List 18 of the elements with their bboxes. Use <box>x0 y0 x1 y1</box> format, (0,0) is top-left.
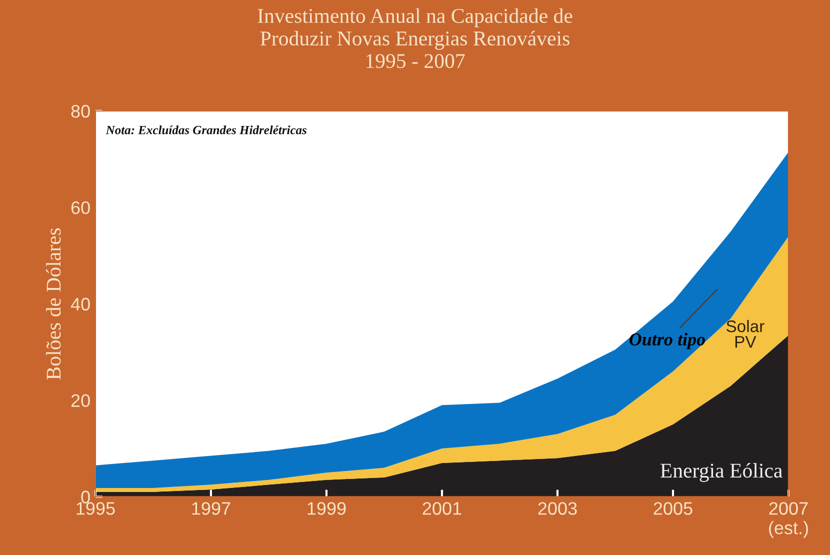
series-label: Solar PV <box>726 320 764 348</box>
annotation: Nota: Excluídas Grandes Hidrelétricas <box>106 125 307 134</box>
x-tick-label: 1997 <box>192 502 230 515</box>
x-tick-label: 1995 <box>76 502 115 515</box>
chart-title: Investimento Anual na Capacidade de Produzir Novas Energias Renováveis 1995 - 2007 <box>258 8 572 68</box>
y-tick-label: 80 <box>71 104 90 118</box>
y-tick-label: 0 <box>81 490 90 504</box>
x-tick-label: 1999 <box>308 502 346 515</box>
x-tick-label: 2007 (est.) <box>769 502 808 538</box>
x-tick-label: 2005 <box>654 502 692 515</box>
y-axis-title: Bolões de Dólares <box>46 228 61 380</box>
series-label: Outro tipo <box>629 332 705 350</box>
x-tick-label: 2001 <box>422 502 462 515</box>
x-tick-label: 2003 <box>538 502 577 515</box>
y-tick-label: 40 <box>70 298 90 311</box>
y-tick-label: 20 <box>71 394 90 408</box>
series-label: Energia Eólica <box>660 463 782 482</box>
y-tick-label: 60 <box>71 201 90 214</box>
